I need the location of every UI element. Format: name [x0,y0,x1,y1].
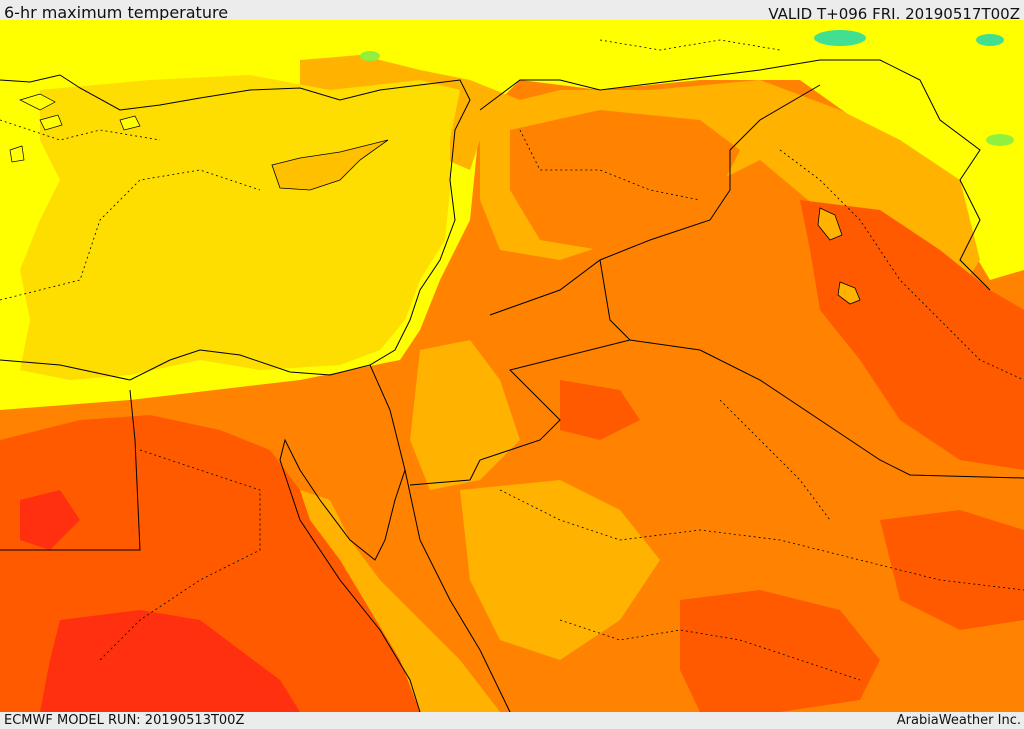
egypt-extreme [40,610,300,712]
header-bar [0,0,1024,20]
saudi-south-hot [680,590,880,712]
red-sea-coast-warm [300,490,500,712]
cyprus [271,139,389,191]
aegean-islands [9,93,141,163]
lake-tharthar [817,207,843,241]
province-lines [0,39,1024,681]
provider-label: ArabiaWeather Inc. [896,713,1021,728]
footer-bar [0,712,1024,729]
model-run-label: ECMWF MODEL RUN: 20190513T00Z [4,713,245,728]
green-spot-turkey [360,51,380,61]
cold-spot-east [976,34,1004,46]
map-title: 6-hr maximum temperature [4,3,229,22]
coastlines [0,59,991,712]
green-spot-iran [986,134,1014,146]
east-hot [880,510,1024,630]
saudi-hot-patch [560,380,640,440]
lake-habbaniyah [837,281,861,305]
cold-spot-caucasus [814,30,866,46]
valid-time-label: VALID T+096 FRI. 20190517T00Z [768,5,1020,23]
country-borders [0,84,1024,551]
egypt-extreme-2 [20,490,80,550]
arabia-warm-band [460,480,660,660]
iraq-very-hot [800,200,1024,470]
temperature-map[interactable] [0,20,1024,712]
jordan-warm [410,340,520,490]
